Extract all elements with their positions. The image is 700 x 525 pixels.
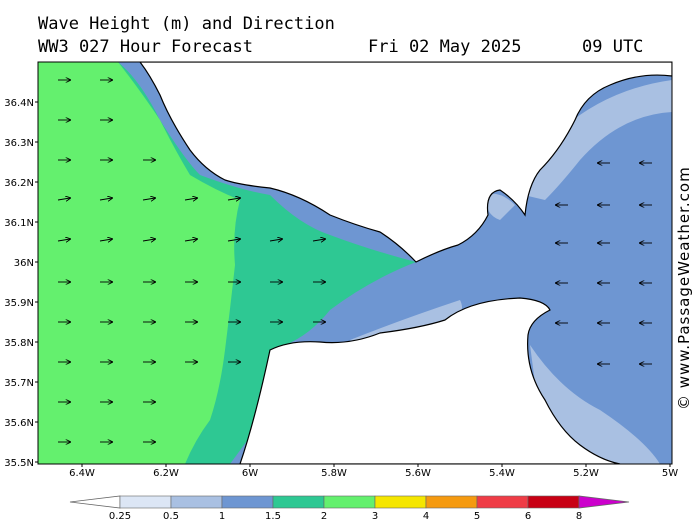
wave-direction-arrow-icon bbox=[184, 239, 197, 241]
land-morocco bbox=[239, 297, 621, 464]
forecast-time: 09 UTC bbox=[582, 37, 644, 57]
lon-label: 5.4W bbox=[489, 468, 515, 479]
forecast-date: Fri 02 May 2025 bbox=[368, 37, 522, 57]
legend-tick-label: 3 bbox=[372, 511, 378, 522]
wave-direction-arrow-icon bbox=[142, 239, 155, 241]
lon-label: 5.8W bbox=[321, 468, 347, 479]
wave-direction-arrow-icon bbox=[269, 239, 282, 241]
legend-tick-label: 0.25 bbox=[109, 511, 131, 522]
wave-direction-arrow-icon bbox=[312, 239, 325, 241]
lon-label: 5W bbox=[662, 468, 678, 479]
legend-swatch bbox=[119, 495, 172, 509]
sea-state-layer bbox=[38, 62, 672, 464]
map-title: Wave Height (m) and Direction bbox=[38, 14, 335, 34]
legend-swatch bbox=[425, 495, 478, 509]
lat-label: 35.6N bbox=[4, 418, 34, 429]
lat-label: 36.1N bbox=[4, 218, 34, 229]
legend-tick-label: 8 bbox=[576, 511, 582, 522]
legend-tick-label: 1 bbox=[219, 511, 225, 522]
lat-label: 35.9N bbox=[4, 298, 34, 309]
wave-direction-arrow-icon bbox=[142, 198, 155, 200]
lat-label: 36N bbox=[14, 258, 34, 269]
wave-direction-arrow-icon bbox=[99, 239, 112, 241]
map-frame bbox=[37, 61, 673, 465]
legend-tick-label: 4 bbox=[423, 511, 429, 522]
legend-tick-label: 6 bbox=[525, 511, 531, 522]
legend-swatch bbox=[578, 495, 630, 509]
legend-swatch bbox=[323, 495, 376, 509]
lat-label: 35.7N bbox=[4, 378, 34, 389]
lon-label: 5.6W bbox=[405, 468, 431, 479]
credit-text: © www.PassageWeather.com bbox=[675, 166, 693, 410]
lon-label: 6.2W bbox=[153, 468, 179, 479]
wave-band-light-north bbox=[528, 80, 672, 200]
legend-tick-label: 2 bbox=[321, 511, 327, 522]
lat-label: 35.5N bbox=[4, 458, 34, 469]
wave-height-legend: 0.25 0.5 1 1.5 2 3 4 5 6 8 bbox=[69, 495, 630, 522]
wave-direction-arrow-icon bbox=[227, 239, 240, 241]
legend-tick-label: 0.5 bbox=[163, 511, 179, 522]
land-spain bbox=[139, 62, 672, 263]
latitude-labels: 36.4N 36.3N 36.2N 36.1N 36N 35.9N 35.8N 35.7N 35… bbox=[4, 98, 38, 469]
lat-label: 36.4N bbox=[4, 98, 34, 109]
wave-direction-arrow-icon bbox=[57, 198, 70, 200]
legend-swatch bbox=[221, 495, 274, 509]
legend-swatch bbox=[476, 495, 529, 509]
wave-direction-arrow-icon bbox=[184, 198, 197, 200]
lon-label: 6W bbox=[242, 468, 258, 479]
legend-tick-label: 5 bbox=[474, 511, 480, 522]
legend-tick-label: 1.5 bbox=[265, 511, 281, 522]
legend-swatch bbox=[272, 495, 325, 509]
wave-direction-arrow-icon bbox=[99, 198, 112, 200]
legend-swatch bbox=[69, 495, 121, 509]
wave-direction-arrow-icon bbox=[227, 198, 240, 200]
lat-label: 36.3N bbox=[4, 138, 34, 149]
wave-direction-arrow-icon bbox=[57, 239, 70, 241]
lon-label: 6.4W bbox=[69, 468, 95, 479]
wave-band-light-bay bbox=[485, 193, 515, 220]
lon-label: 5.2W bbox=[573, 468, 599, 479]
legend-swatch bbox=[527, 495, 580, 509]
legend-swatch bbox=[374, 495, 427, 509]
legend-swatch bbox=[170, 495, 223, 509]
wave-band-light-strait bbox=[350, 300, 462, 342]
lat-label: 35.8N bbox=[4, 338, 34, 349]
forecast-label: WW3 027 Hour Forecast bbox=[38, 37, 253, 57]
wave-direction-arrows bbox=[57, 80, 652, 442]
lat-label: 36.2N bbox=[4, 178, 34, 189]
longitude-labels: 6.4W 6.2W 6W 5.8W 5.6W 5.4W 5.2W 5W bbox=[69, 464, 678, 479]
wave-band-green bbox=[38, 62, 240, 464]
